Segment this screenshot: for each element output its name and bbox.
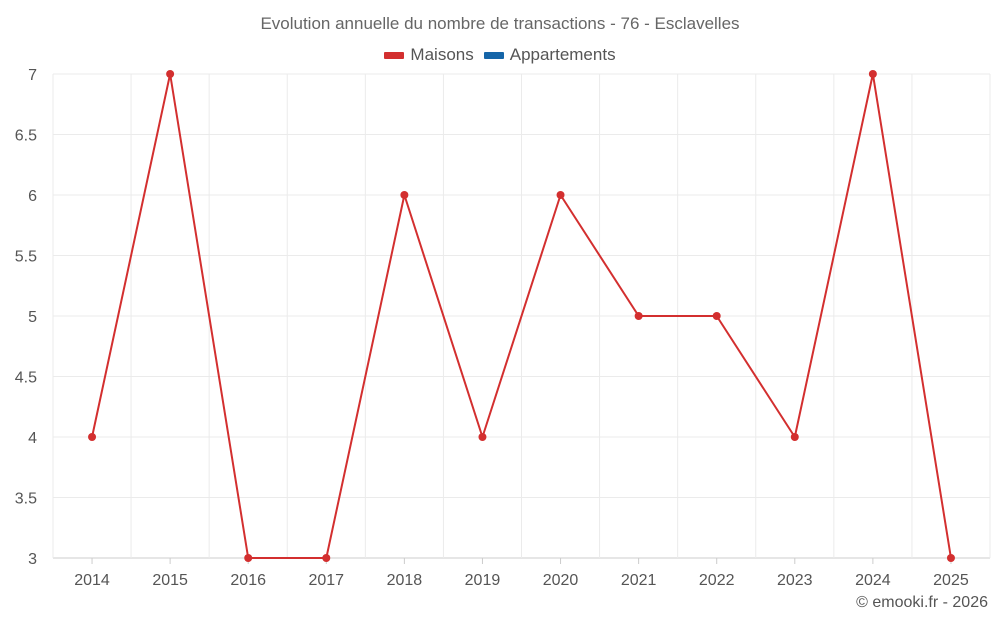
data-point: [244, 554, 253, 562]
y-tick-label: 3: [28, 551, 37, 568]
x-tick-label: 2019: [465, 572, 501, 589]
x-tick-label: 2015: [152, 572, 188, 589]
footer-credit: © emooki.fr - 2026: [856, 594, 988, 611]
data-point: [946, 554, 955, 562]
series-line-maisons: [91, 73, 952, 559]
legend-label-appartements: Appartements: [509, 45, 616, 64]
x-tick-label: 2025: [933, 572, 969, 589]
data-point: [322, 554, 331, 562]
x-tick-label: 2018: [387, 572, 423, 589]
x-tick-label: 2021: [621, 572, 657, 589]
legend-swatch-maisons: [384, 51, 405, 59]
data-point: [556, 191, 565, 199]
chart-title: Evolution annuelle du nombre de transact…: [260, 14, 740, 33]
data-point: [634, 312, 643, 320]
x-tick-label: 2016: [230, 572, 266, 589]
y-tick-label: 3.5: [15, 491, 37, 508]
data-point: [478, 433, 487, 441]
legend-swatch-appartements: [483, 51, 504, 59]
data-point: [400, 191, 409, 199]
y-tick-label: 4: [28, 430, 37, 447]
legend-item-appartements[interactable]: Appartements: [483, 45, 616, 65]
data-point: [712, 312, 721, 320]
legend-item-maisons[interactable]: Maisons: [384, 45, 474, 65]
x-tick-label: 2017: [308, 572, 344, 589]
x-tick-label: 2014: [74, 572, 110, 589]
data-point: [166, 70, 175, 78]
y-tick-label: 7: [28, 67, 37, 84]
x-tick-label: 2020: [543, 572, 579, 589]
y-tick-label: 6.5: [15, 128, 37, 145]
y-tick-label: 4.5: [15, 370, 37, 387]
y-tick-label: 6: [28, 188, 37, 205]
data-point: [88, 433, 97, 441]
data-point: [868, 70, 877, 78]
x-tick-label: 2023: [777, 572, 813, 589]
x-tick-label: 2024: [855, 572, 891, 589]
legend: Maisons Appartements: [0, 45, 1000, 65]
y-tick-label: 5.5: [15, 249, 37, 266]
legend-label-maisons: Maisons: [410, 45, 474, 64]
data-point: [790, 433, 799, 441]
y-tick-label: 5: [28, 309, 37, 326]
x-tick-label: 2022: [699, 572, 735, 589]
